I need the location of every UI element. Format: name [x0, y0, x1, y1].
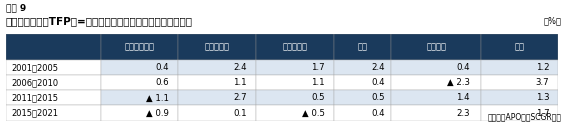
Bar [179, 60, 256, 75]
Text: 0.4: 0.4 [456, 63, 470, 72]
Text: ▲ 0.5: ▲ 0.5 [302, 108, 324, 117]
Text: 1.3: 1.3 [536, 93, 549, 102]
Bar [179, 75, 256, 90]
Bar [391, 105, 481, 121]
Bar [256, 60, 334, 75]
Bar [481, 105, 558, 121]
Text: （出所）APOよりSCGR作成: （出所）APOよりSCGR作成 [487, 113, 561, 122]
Bar [101, 34, 179, 60]
Bar [334, 90, 391, 105]
Text: 2006～2010: 2006～2010 [11, 78, 58, 87]
Bar [391, 75, 481, 90]
Bar [256, 90, 334, 105]
Bar [6, 75, 101, 90]
Bar [334, 60, 391, 75]
Text: 中国: 中国 [515, 43, 524, 52]
Text: 1.7: 1.7 [311, 63, 324, 72]
Text: タイ: タイ [358, 43, 368, 52]
Text: 0.4: 0.4 [155, 63, 169, 72]
Bar [179, 105, 256, 121]
Text: 1.4: 1.4 [456, 93, 470, 102]
Text: 0.5: 0.5 [371, 93, 384, 102]
Bar [481, 60, 558, 75]
Text: インドネシア: インドネシア [125, 43, 155, 52]
Text: 2.4: 2.4 [371, 63, 384, 72]
Bar [391, 90, 481, 105]
Bar [6, 60, 101, 75]
Text: 0.5: 0.5 [311, 93, 324, 102]
Text: 2001～2005: 2001～2005 [11, 63, 58, 72]
Bar [481, 75, 558, 90]
Text: 2011～2015: 2011～2015 [11, 93, 58, 102]
Text: ▲ 2.3: ▲ 2.3 [447, 78, 470, 87]
Text: 0.4: 0.4 [371, 78, 384, 87]
Bar [6, 34, 101, 60]
Bar [334, 75, 391, 90]
Bar [179, 90, 256, 105]
Bar [101, 60, 179, 75]
Text: （%）: （%） [543, 16, 561, 25]
Text: 0.1: 0.1 [233, 108, 247, 117]
Text: 0.4: 0.4 [371, 108, 384, 117]
Bar [481, 34, 558, 60]
Text: 1.1: 1.1 [233, 78, 247, 87]
Text: 1.7: 1.7 [536, 108, 549, 117]
Bar [6, 90, 101, 105]
Bar [481, 90, 558, 105]
Bar [256, 34, 334, 60]
Bar [101, 105, 179, 121]
Text: 2.7: 2.7 [233, 93, 247, 102]
Text: 0.6: 0.6 [155, 78, 169, 87]
Text: 3.7: 3.7 [536, 78, 549, 87]
Bar [334, 34, 391, 60]
Bar [391, 60, 481, 75]
Bar [179, 34, 256, 60]
Text: 全要素生産性（TFP）=技術力の５年間ごとの前年比％の平均: 全要素生産性（TFP）=技術力の５年間ごとの前年比％の平均 [6, 16, 193, 26]
Bar [256, 105, 334, 121]
Text: ベトナム: ベトナム [426, 43, 446, 52]
Text: 1.2: 1.2 [536, 63, 549, 72]
Text: マレーシア: マレーシア [205, 43, 230, 52]
Text: 図表 9: 図表 9 [6, 4, 26, 13]
Bar [101, 75, 179, 90]
Text: 2015～2021: 2015～2021 [11, 108, 58, 117]
Text: ▲ 0.9: ▲ 0.9 [146, 108, 169, 117]
Text: 1.1: 1.1 [311, 78, 324, 87]
Text: 2.4: 2.4 [233, 63, 247, 72]
Bar [334, 105, 391, 121]
Bar [391, 34, 481, 60]
Bar [6, 105, 101, 121]
Bar [256, 75, 334, 90]
Text: ▲ 1.1: ▲ 1.1 [146, 93, 169, 102]
Text: 2.3: 2.3 [456, 108, 470, 117]
Bar [101, 90, 179, 105]
Text: フィリピン: フィリピン [282, 43, 307, 52]
